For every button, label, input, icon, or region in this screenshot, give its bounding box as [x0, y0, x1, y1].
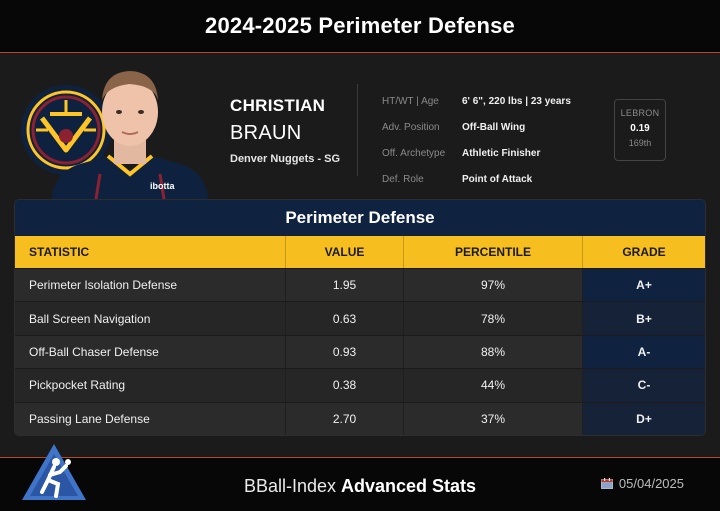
table-header-row: STATISTIC VALUE PERCENTILE GRADE: [15, 236, 705, 268]
nuggets-logo-icon: [21, 85, 111, 175]
info-label: Off. Archetype: [382, 147, 446, 159]
calendar-icon: [601, 478, 613, 489]
page-title: 2024-2025 Perimeter Defense: [205, 13, 515, 38]
info-value: 6' 6", 220 lbs | 23 years: [462, 95, 571, 107]
stat-value: 0.63: [286, 302, 404, 335]
stat-percentile: 44%: [404, 369, 583, 402]
stat-percentile: 97%: [404, 269, 583, 302]
stat-percentile: 37%: [404, 402, 583, 435]
stat-value: 1.95: [286, 269, 404, 302]
stat-name: Off-Ball Chaser Defense: [15, 335, 286, 369]
bball-index-logo-icon: [22, 444, 86, 500]
stat-name: Pickpocket Rating: [15, 369, 286, 402]
lebron-badge: LEBRON 0.19 169th: [614, 99, 666, 161]
player-headshot: ibotta: [52, 71, 208, 199]
header-statistic: STATISTIC: [15, 236, 286, 268]
info-value: Athletic Finisher: [462, 147, 541, 159]
table-row: Passing Lane Defense 2.70 37% D+: [15, 401, 705, 435]
player-profile: ibotta CHRISTIAN BRAUN Denver Nuggets - …: [0, 54, 720, 199]
info-row-adv-position: Adv. Position Off-Ball Wing: [382, 114, 571, 140]
table-body: Perimeter Isolation Defense 1.95 97% A+ …: [15, 268, 705, 435]
stat-name: Ball Screen Navigation: [15, 302, 286, 335]
stat-grade: C-: [583, 369, 705, 402]
panel-title: Perimeter Defense: [15, 200, 705, 236]
stat-name: Perimeter Isolation Defense: [15, 269, 286, 302]
info-row-height-weight-age: HT/WT | Age 6' 6", 220 lbs | 23 years: [382, 88, 571, 114]
player-team-position: Denver Nuggets - SG: [230, 153, 341, 165]
stat-grade: A+: [583, 269, 705, 302]
stat-grade: A-: [583, 335, 705, 369]
player-info-table: HT/WT | Age 6' 6", 220 lbs | 23 years Ad…: [382, 88, 571, 192]
footer: BBall-Index Advanced Stats 05/04/2025: [0, 444, 720, 511]
brand-name-part1: BBall-Index: [243, 476, 336, 496]
date-text: 05/04/2025: [618, 476, 684, 491]
lebron-label: LEBRON: [620, 108, 660, 118]
table-row: Perimeter Isolation Defense 1.95 97% A+: [15, 268, 705, 302]
player-last-name: BRAUN: [230, 122, 302, 144]
header-percentile: PERCENTILE: [404, 236, 583, 268]
info-row-def-role: Def. Role Point of Attack: [382, 166, 571, 192]
info-label: HT/WT | Age: [382, 95, 439, 107]
info-value: Off-Ball Wing: [462, 121, 526, 133]
stat-value: 2.70: [286, 402, 404, 435]
profile-divider: [357, 84, 358, 176]
table-row: Off-Ball Chaser Defense 0.93 88% A-: [15, 334, 705, 369]
brand-name-part2: Advanced Stats: [341, 476, 477, 496]
perimeter-defense-panel: Perimeter Defense STATISTIC VALUE PERCEN…: [14, 199, 706, 436]
stat-value: 0.93: [286, 335, 404, 369]
title-bar: 2024-2025 Perimeter Defense: [0, 0, 720, 53]
stat-grade: B+: [583, 302, 705, 335]
stat-percentile: 88%: [404, 335, 583, 369]
player-first-name: CHRISTIAN: [230, 96, 326, 115]
date-stamp: 05/04/2025: [601, 476, 684, 491]
brand-name: BBall-Index Advanced Stats: [0, 476, 720, 497]
stat-grade: D+: [583, 402, 705, 435]
info-label: Adv. Position: [382, 121, 440, 133]
table-row: Pickpocket Rating 0.38 44% C-: [15, 368, 705, 402]
info-row-off-archetype: Off. Archetype Athletic Finisher: [382, 140, 571, 166]
lebron-rank: 169th: [628, 138, 652, 148]
header-grade: GRADE: [622, 245, 666, 259]
table-row: Ball Screen Navigation 0.63 78% B+: [15, 301, 705, 335]
info-value: Point of Attack: [462, 173, 533, 185]
jersey-sponsor: ibotta: [150, 181, 175, 191]
stat-name: Passing Lane Defense: [15, 402, 286, 435]
stat-value: 0.38: [286, 369, 404, 402]
lebron-value: 0.19: [630, 123, 650, 134]
header-value: VALUE: [286, 236, 404, 268]
stat-percentile: 78%: [404, 302, 583, 335]
info-label: Def. Role: [382, 173, 424, 185]
